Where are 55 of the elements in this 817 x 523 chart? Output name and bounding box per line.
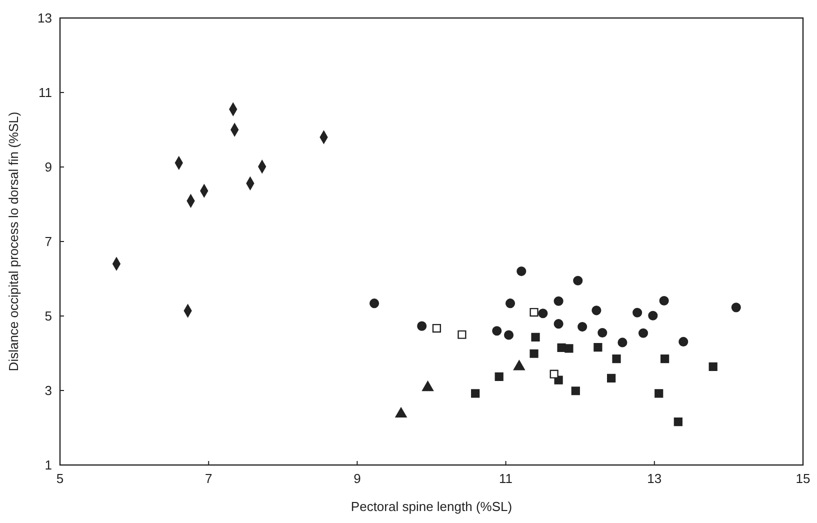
- point: [370, 298, 380, 308]
- y-axis-title: Dislance occipital process lo dorsal fin (%SL): [6, 112, 21, 372]
- point: [471, 389, 480, 398]
- point: [417, 321, 427, 331]
- point: [674, 417, 682, 426]
- point: [660, 354, 670, 364]
- point: [554, 296, 564, 306]
- point: [550, 370, 558, 378]
- point: [513, 360, 525, 370]
- point: [494, 372, 504, 382]
- y-tick-label: 13: [38, 10, 52, 26]
- point: [492, 326, 502, 336]
- y-tick-label: 5: [44, 308, 52, 324]
- point: [618, 338, 628, 348]
- x-tick-label: 11: [499, 471, 513, 486]
- point: [598, 328, 608, 338]
- x-tick-label: 13: [647, 471, 662, 486]
- point: [395, 407, 407, 418]
- x-tick-label: 7: [204, 471, 212, 486]
- point: [592, 306, 602, 316]
- y-tick-label: 9: [44, 160, 52, 175]
- x-axis-title: Pectoral spine length (%SL): [350, 499, 512, 514]
- point: [564, 344, 574, 353]
- point: [530, 349, 538, 358]
- point: [607, 374, 616, 383]
- point: [530, 308, 538, 317]
- point: [554, 319, 564, 329]
- point: [654, 389, 664, 398]
- point: [648, 310, 658, 320]
- x-tick-label: 15: [796, 471, 810, 486]
- point: [458, 330, 466, 339]
- point: [578, 322, 588, 332]
- point: [632, 308, 642, 318]
- x-tick-label: 9: [354, 471, 361, 486]
- point: [531, 332, 540, 342]
- point: [659, 296, 669, 306]
- y-tick-label: 3: [44, 383, 52, 398]
- point: [505, 298, 516, 308]
- y-tick-label: 7: [44, 234, 52, 250]
- point: [571, 386, 580, 396]
- y-tick-label: 1: [44, 458, 52, 473]
- point: [678, 336, 688, 346]
- point: [538, 308, 548, 318]
- x-tick-label: 5: [56, 471, 64, 486]
- point: [708, 362, 718, 371]
- point: [731, 302, 741, 312]
- point: [504, 330, 514, 340]
- y-tick-label: 11: [38, 85, 52, 100]
- point: [516, 266, 526, 276]
- point: [432, 324, 442, 333]
- point: [638, 328, 648, 338]
- point: [573, 276, 583, 286]
- point: [594, 342, 602, 352]
- point: [612, 354, 621, 364]
- point: [422, 381, 434, 392]
